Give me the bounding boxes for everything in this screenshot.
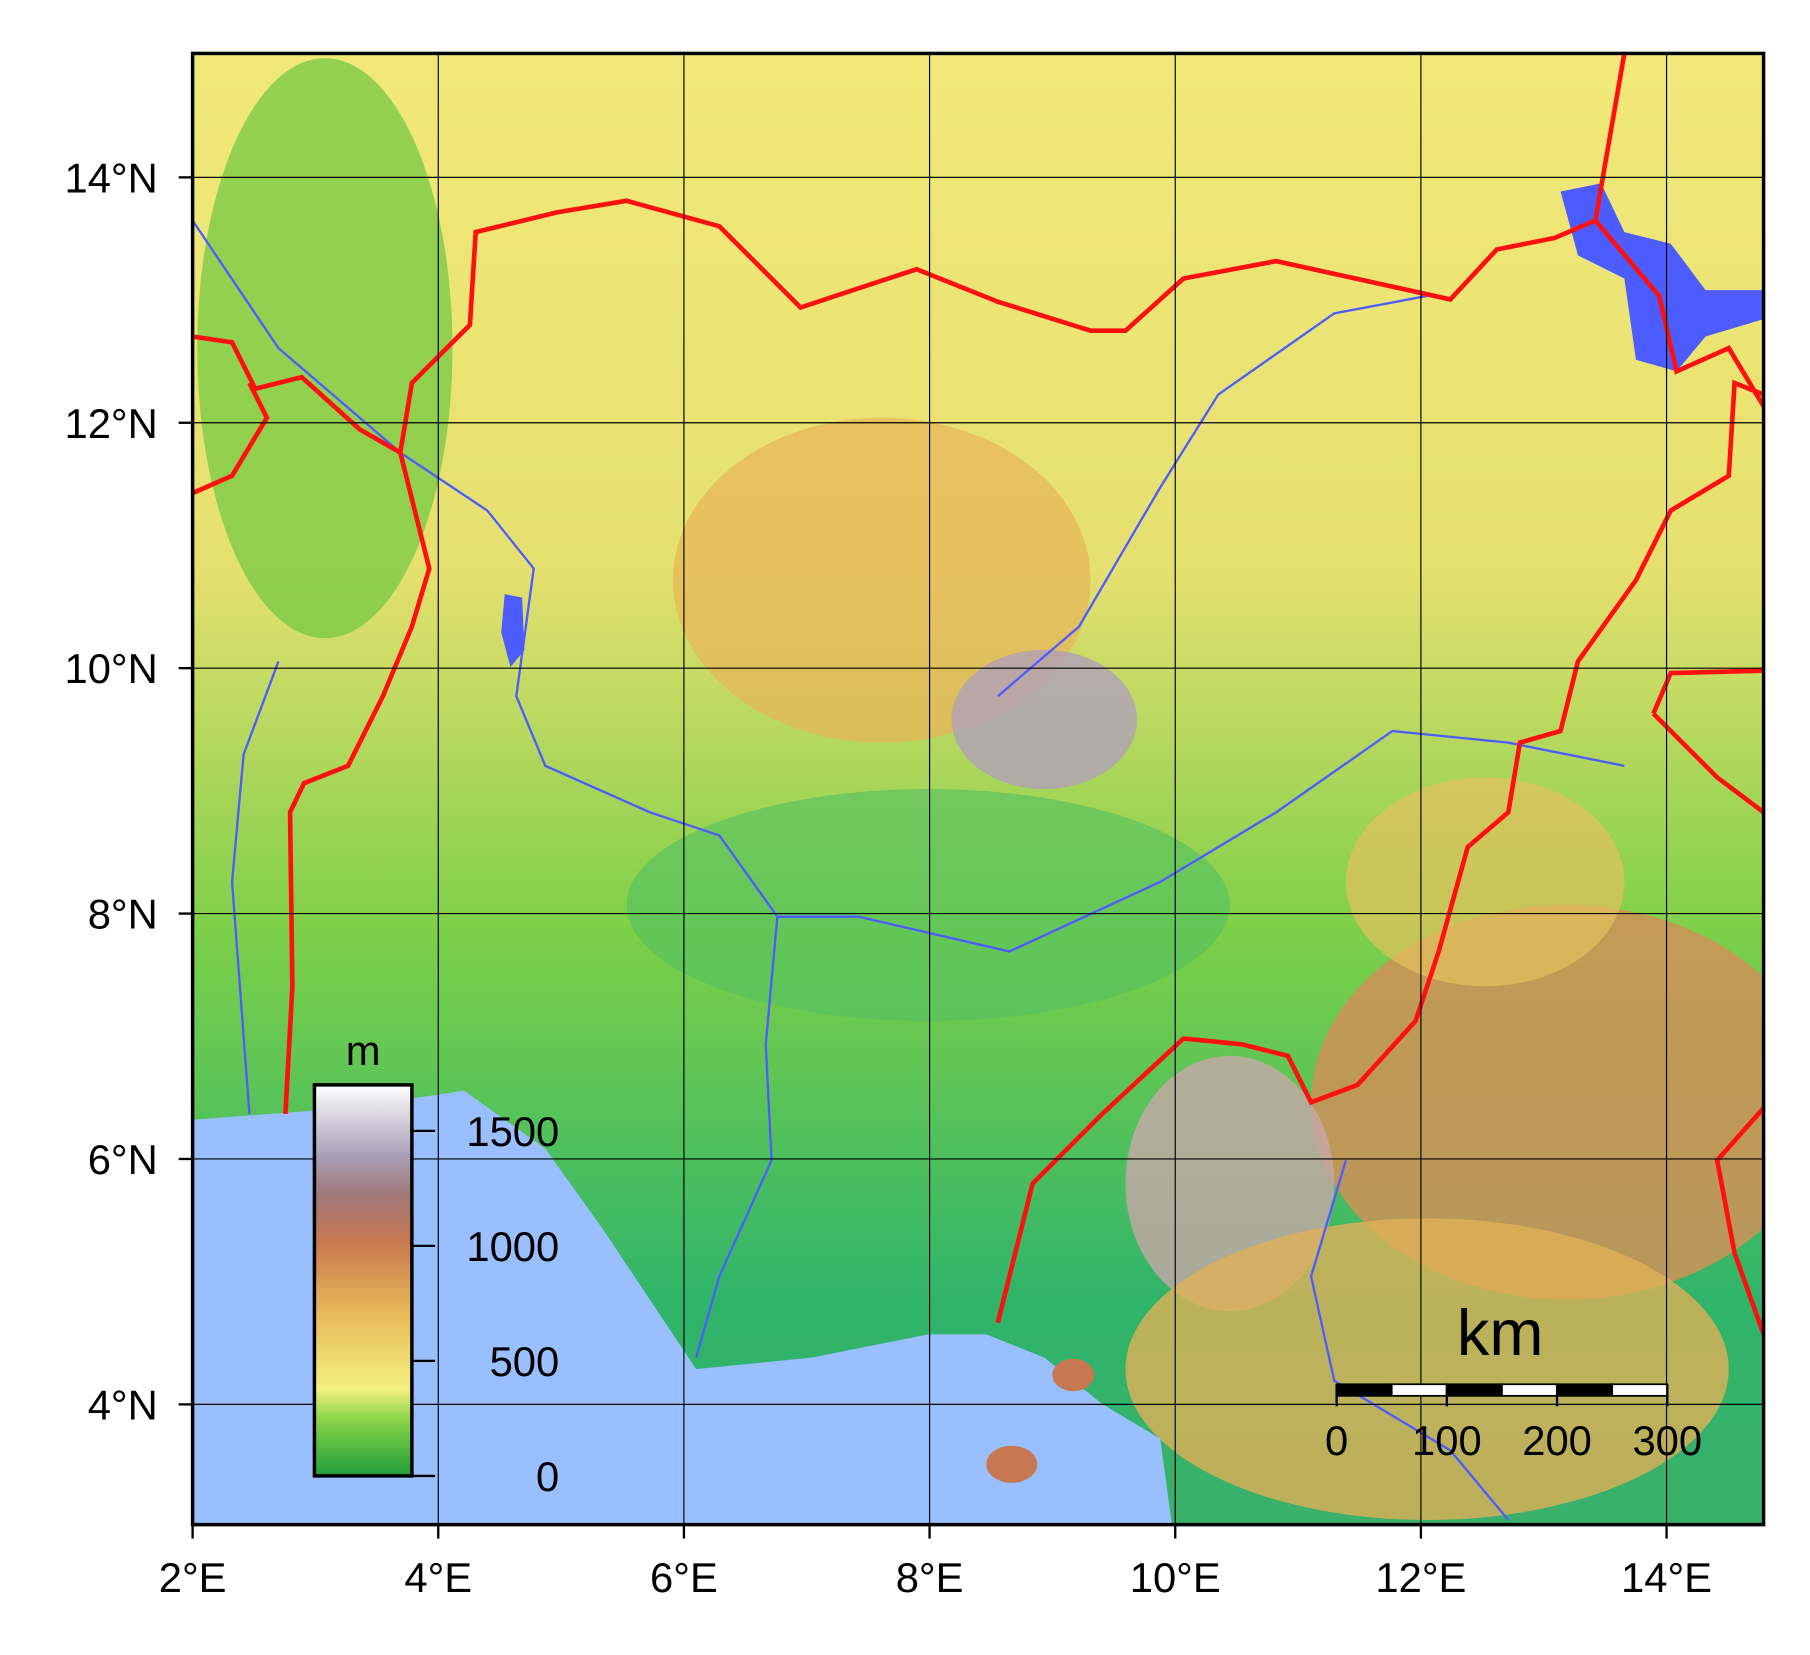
lat-tick-label: 4°N xyxy=(88,1381,158,1428)
lon-tick-label: 10°E xyxy=(1130,1554,1221,1601)
lon-tick-label: 4°E xyxy=(404,1554,472,1601)
scale-segment xyxy=(1611,1383,1669,1397)
terrain xyxy=(192,53,1764,1525)
lat-tick-label: 12°N xyxy=(64,400,157,447)
lat-tick-label: 14°N xyxy=(64,154,157,201)
scale-segment xyxy=(1390,1383,1448,1397)
scale-tick-label: 0 xyxy=(1325,1417,1348,1464)
scale-tick-label: 100 xyxy=(1412,1417,1482,1464)
lat-tick-label: 8°N xyxy=(88,891,158,938)
elevation-legend: m 0 500 1000 1500 xyxy=(312,1027,560,1500)
scale-segment xyxy=(1556,1383,1614,1397)
scale-tick-label: 200 xyxy=(1522,1417,1592,1464)
lon-tick-label: 8°E xyxy=(896,1554,964,1601)
map-frame xyxy=(190,51,1766,1527)
scale-bar: km 0 100 200 300 xyxy=(1325,1296,1702,1464)
legend-tick-label: 1500 xyxy=(466,1108,559,1155)
colorbar xyxy=(312,1083,414,1478)
lat-tick-label: 10°N xyxy=(64,645,157,692)
legend-tick-label: 500 xyxy=(490,1338,560,1385)
lat-tick-label: 6°N xyxy=(88,1136,158,1183)
scale-segment xyxy=(1501,1383,1558,1397)
scale-tick-label: 300 xyxy=(1632,1417,1702,1464)
legend-tick-label: 1000 xyxy=(466,1223,559,1270)
lon-tick-label: 14°E xyxy=(1621,1554,1712,1601)
scale-segment xyxy=(1335,1383,1393,1397)
lon-tick-label: 12°E xyxy=(1375,1554,1466,1601)
lon-tick-label: 6°E xyxy=(650,1554,718,1601)
lon-tick-label: 2°E xyxy=(159,1554,227,1601)
legend-unit: m xyxy=(346,1027,381,1074)
scale-unit: km xyxy=(1457,1296,1544,1369)
legend-tick-label: 0 xyxy=(536,1453,559,1500)
scale-segment xyxy=(1445,1383,1503,1397)
